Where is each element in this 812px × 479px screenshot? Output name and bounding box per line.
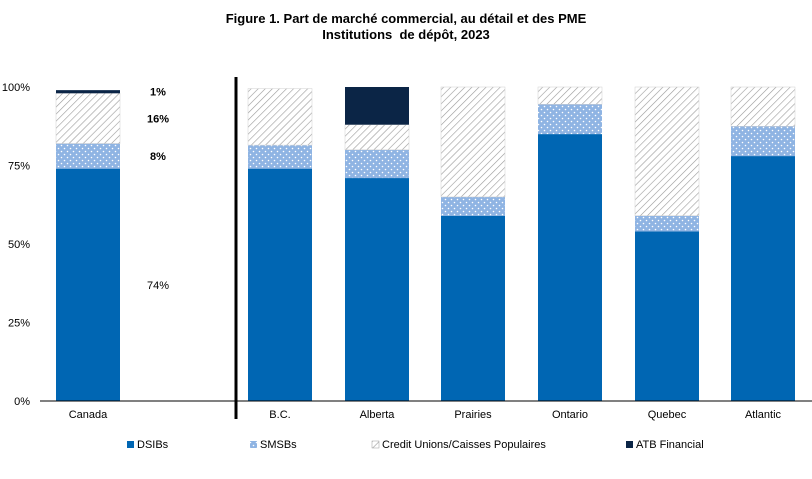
category-label-canada: Canada — [69, 409, 108, 421]
x-axis: Canada B.C. Alberta Prairies Ontario Quebec At… — [40, 400, 812, 421]
category-label-atlantic: Atlantic — [745, 409, 782, 421]
data-label-atb-financial: 1% — [150, 87, 166, 99]
legend: DSIBs SMSBs Credit Unions/Caisses Populair… — [127, 439, 704, 451]
bar-ontario-credit-unions-caisses-populaires — [537, 86, 603, 105]
bar-b-c-smsbs — [248, 145, 312, 169]
legend-swatch-credit-unions-caisses-populaires — [371, 440, 380, 449]
y-tick-label: 25% — [8, 318, 30, 330]
category-label-b-c: B.C. — [269, 409, 290, 421]
category-label-alberta: Alberta — [360, 409, 396, 421]
bar-prairies-dsibs — [441, 215, 505, 401]
bar-quebec-smsbs — [635, 215, 699, 232]
bar-quebec-credit-unions-caisses-populaires — [634, 86, 700, 216]
legend-label-dsibs: DSIBs — [137, 439, 169, 451]
bar-alberta-atb-financial — [345, 87, 409, 125]
bar-canada-smsbs — [56, 143, 120, 169]
legend-swatch-dsibs — [127, 441, 134, 448]
bar-alberta-credit-unions-caisses-populaires — [344, 124, 410, 151]
legend-label-smsbs: SMSBs — [260, 439, 297, 451]
category-label-ontario: Ontario — [552, 409, 588, 421]
chart-subtitle: Institutions de dépôt, 2023 — [322, 27, 490, 42]
bar-quebec-dsibs — [635, 231, 699, 401]
bar-prairies-smsbs — [441, 196, 505, 216]
y-tick-label: 0% — [14, 396, 30, 408]
bar-atlantic-dsibs — [731, 156, 795, 401]
bar-b-c-dsibs — [248, 168, 312, 401]
y-tick-label: 100% — [2, 82, 30, 94]
data-labels: 1% 16% 8% 74% — [147, 87, 169, 292]
bar-alberta-dsibs — [345, 178, 409, 401]
category-label-quebec: Quebec — [648, 409, 687, 421]
bar-canada-atb-financial — [56, 90, 120, 94]
legend-swatch-smsbs — [250, 441, 257, 448]
bars — [55, 86, 796, 401]
bar-atlantic-credit-unions-caisses-populaires — [730, 86, 796, 127]
bar-ontario-dsibs — [538, 134, 602, 401]
legend-label-atb-financial: ATB Financial — [636, 439, 704, 451]
bar-ontario-smsbs — [538, 104, 602, 135]
y-tick-label: 50% — [8, 239, 30, 251]
category-label-prairies: Prairies — [454, 409, 492, 421]
bar-atlantic-smsbs — [731, 126, 795, 157]
data-label-dsibs: 74% — [147, 280, 169, 292]
data-label-credit-unions-caisses-populaires: 16% — [147, 113, 169, 125]
legend-label-credit-unions-caisses-populaires: Credit Unions/Caisses Populaires — [382, 439, 546, 451]
chart-title: Figure 1. Part de marché commercial, au … — [226, 11, 587, 26]
bar-canada-credit-unions-caisses-populaires — [55, 93, 121, 144]
bar-b-c-credit-unions-caisses-populaires — [247, 88, 313, 146]
bar-alberta-smsbs — [345, 149, 409, 179]
bar-prairies-credit-unions-caisses-populaires — [440, 86, 506, 198]
bar-canada-dsibs — [56, 168, 120, 401]
y-axis: 0% 25% 50% 75% 100% — [2, 82, 30, 408]
legend-swatch-atb-financial — [626, 441, 633, 448]
y-tick-label: 75% — [8, 161, 30, 173]
data-label-smsbs: 8% — [150, 151, 166, 163]
